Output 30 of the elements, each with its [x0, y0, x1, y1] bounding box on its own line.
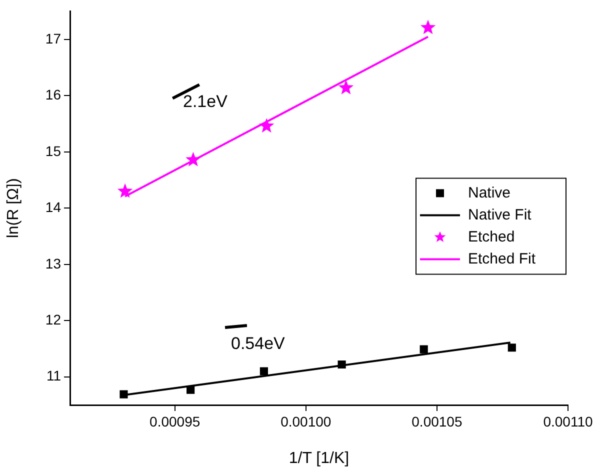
y-tick-label: 11 [46, 368, 62, 384]
x-axis-title: 1/T [1/K] [288, 450, 350, 467]
y-tick-label: 15 [45, 142, 62, 159]
point [508, 344, 516, 352]
x-tick-label: 0.00105 [412, 413, 462, 430]
legend-label: Etched [468, 228, 515, 246]
point [260, 367, 268, 376]
x-tick-label: 0.00100 [280, 413, 332, 430]
y-tick-label: 14 [45, 199, 62, 216]
point [117, 183, 133, 198]
annotation: 2.1eV [183, 92, 228, 112]
legend-label: Native Fit [468, 206, 532, 224]
x-tick-label: 0.00095 [150, 413, 200, 430]
point [420, 20, 436, 34]
point [186, 386, 195, 394]
annotation: 0.54eV [231, 334, 285, 354]
y-tick-label: 16 [45, 86, 62, 103]
point [338, 80, 354, 94]
point [186, 152, 201, 166]
y-tick-label: 17 [45, 30, 62, 46]
legend-label: Etched Fit [468, 250, 536, 268]
legend-label: Native [468, 184, 511, 202]
point [120, 390, 128, 398]
point [338, 360, 346, 369]
y-axis-title: ln(R [Ω]) [5, 178, 22, 238]
point [258, 118, 274, 133]
x-tick-label: 0.00110 [543, 413, 593, 430]
y-tick-label: 12 [45, 312, 62, 328]
y-tick-label: 13 [45, 255, 62, 272]
point [420, 345, 428, 354]
